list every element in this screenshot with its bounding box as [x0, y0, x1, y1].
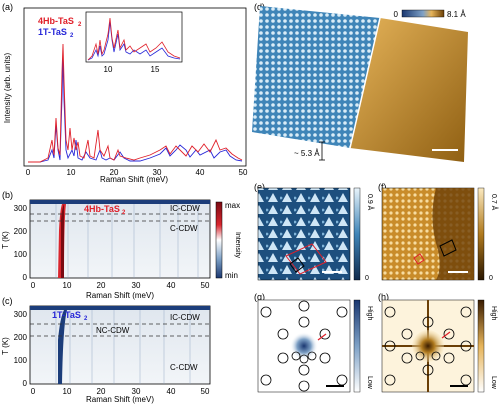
panel-label-a: (a) [2, 2, 13, 12]
panel-c-title: 1T-TaS [52, 310, 81, 320]
panel-a-xlabel: Raman Shift (meV) [100, 175, 169, 184]
svg-text:200: 200 [14, 333, 28, 342]
panel-f-cbar-bottom: 0 [489, 275, 493, 282]
panel-g-colorbar [353, 299, 361, 393]
panel-b-xlabel: Raman Shift (meV) [86, 291, 154, 300]
panel-b-colorbar [215, 201, 223, 279]
svg-text:10: 10 [63, 387, 72, 396]
panel-e-stm-zoom-blue: 0.9 Å 0 [257, 187, 375, 282]
svg-text:100: 100 [14, 356, 28, 365]
panel-d-terrace-blue [252, 6, 380, 148]
panel-d-stm-3d: 0 8.1 Å ~ 5.3 Å [252, 6, 468, 162]
svg-text:2: 2 [84, 316, 88, 322]
panel-c-temperature-map: 1T-TaS 2 IC-CDW NC-CDW C-CDW 0 100 200 3… [1, 305, 211, 404]
svg-text:100: 100 [14, 250, 28, 259]
svg-text:10: 10 [67, 168, 76, 175]
panel-c-phase-nc: NC-CDW [96, 326, 130, 335]
panel-e-image [257, 187, 351, 281]
panel-e-cbar-bottom: 0 [365, 275, 369, 282]
svg-text:30: 30 [132, 281, 141, 290]
panel-h-cbar-bottom: Low [490, 376, 497, 390]
panel-d-terrace-gold [350, 18, 468, 162]
svg-text:30: 30 [132, 387, 141, 396]
panel-b-phase-c: C-CDW [170, 224, 198, 233]
panel-label-d: (d) [254, 2, 265, 12]
panel-c-xlabel: Raman Shift (meV) [86, 395, 154, 404]
panel-label-g: (g) [254, 292, 265, 302]
legend-1t-sub: 2 [70, 33, 74, 39]
svg-text:300: 300 [14, 204, 28, 213]
legend-1t: 1T-TaS [38, 27, 67, 37]
panel-g-cbar-bottom: Low [366, 376, 373, 390]
svg-text:10: 10 [63, 281, 72, 290]
svg-text:200: 200 [14, 227, 28, 236]
svg-text:20: 20 [97, 281, 106, 290]
panel-b-ylabel: T (K) [1, 231, 10, 249]
panel-c-ylabel: T (K) [1, 337, 10, 355]
panel-e-colorbar [353, 187, 361, 281]
panel-c-x-ticks: 0 10 20 30 40 50 [31, 387, 210, 396]
panel-d-cbar-max: 8.1 Å [447, 10, 466, 19]
panel-d-cbar-min: 0 [394, 10, 399, 19]
panel-b-phase-ic: IC-CDW [170, 204, 200, 213]
panel-label-f: (f) [378, 182, 387, 192]
panel-c-y-ticks: 0 100 200 300 [14, 310, 28, 388]
inset-tick-15: 15 [151, 65, 160, 74]
cbar-min-label: min [225, 271, 238, 280]
inset-spectrum-4hb [87, 17, 181, 61]
svg-text:2: 2 [122, 210, 126, 216]
svg-text:50: 50 [201, 281, 210, 290]
svg-text:0: 0 [23, 273, 28, 282]
svg-text:20: 20 [97, 387, 106, 396]
panel-f-colorbar [477, 187, 485, 281]
panel-f-stm-zoom-gold: 0.7 Å 0 [381, 187, 499, 282]
legend-4hb: 4Hb-TaS [38, 16, 74, 26]
svg-text:40: 40 [167, 387, 176, 396]
inset-tick-10: 10 [104, 65, 113, 74]
panel-label-e: (e) [254, 182, 265, 192]
panel-e-cbar-top: 0.9 Å [366, 194, 375, 211]
panel-c-phase-ic: IC-CDW [170, 313, 200, 322]
svg-text:50: 50 [201, 387, 210, 396]
panel-g-cbar-top: High [366, 306, 373, 321]
panel-label-h: (h) [378, 292, 389, 302]
panel-label-c: (c) [2, 296, 13, 306]
panel-h-fft-gold: High Low [381, 299, 497, 393]
legend-4hb-sub: 2 [78, 22, 82, 28]
panel-c-phase-c: C-CDW [170, 363, 198, 372]
cbar-intensity-label: Intensity [234, 232, 241, 259]
panel-d-step-label: ~ 5.3 Å [294, 149, 320, 158]
svg-text:0: 0 [31, 387, 36, 396]
svg-text:40: 40 [196, 168, 205, 175]
panel-b-title: 4Hb-TaS [84, 204, 120, 214]
svg-text:40: 40 [167, 281, 176, 290]
svg-text:30: 30 [153, 168, 162, 175]
svg-text:20: 20 [110, 168, 119, 175]
panel-a-inset-frame [85, 11, 183, 63]
panel-b-y-ticks: 0 100 200 300 [14, 204, 28, 282]
svg-text:0: 0 [31, 281, 36, 290]
panel-f-cbar-top: 0.7 Å [490, 194, 499, 211]
inset-spectrum-1t [87, 21, 181, 61]
svg-text:0: 0 [23, 379, 28, 388]
panel-label-b: (b) [2, 190, 13, 200]
panel-b-temperature-map: 4Hb-TaS 2 IC-CDW C-CDW 0 100 200 300 0 1… [1, 199, 241, 300]
cbar-max-label: max [225, 201, 240, 210]
svg-text:0: 0 [26, 168, 31, 175]
svg-text:50: 50 [239, 168, 248, 175]
panel-a-frame [23, 7, 247, 167]
panel-b-x-ticks: 0 10 20 30 40 50 [31, 281, 210, 290]
spectrum-4hb [28, 43, 243, 163]
panel-a-ylabel: Intensity (arb. units) [3, 53, 12, 124]
panel-g-fft-blue: High Low [257, 299, 373, 393]
panel-d-colorbar [401, 9, 445, 18]
svg-text:300: 300 [14, 310, 28, 319]
panel-a-x-ticks: 0 10 20 30 40 50 [26, 168, 248, 175]
panel-h-cbar-top: High [490, 306, 497, 321]
panel-h-colorbar [477, 299, 485, 393]
panel-a-raman-spectra: 10 15 4Hb-TaS 2 1T-TaS 2 0 10 20 30 40 5… [3, 7, 248, 175]
